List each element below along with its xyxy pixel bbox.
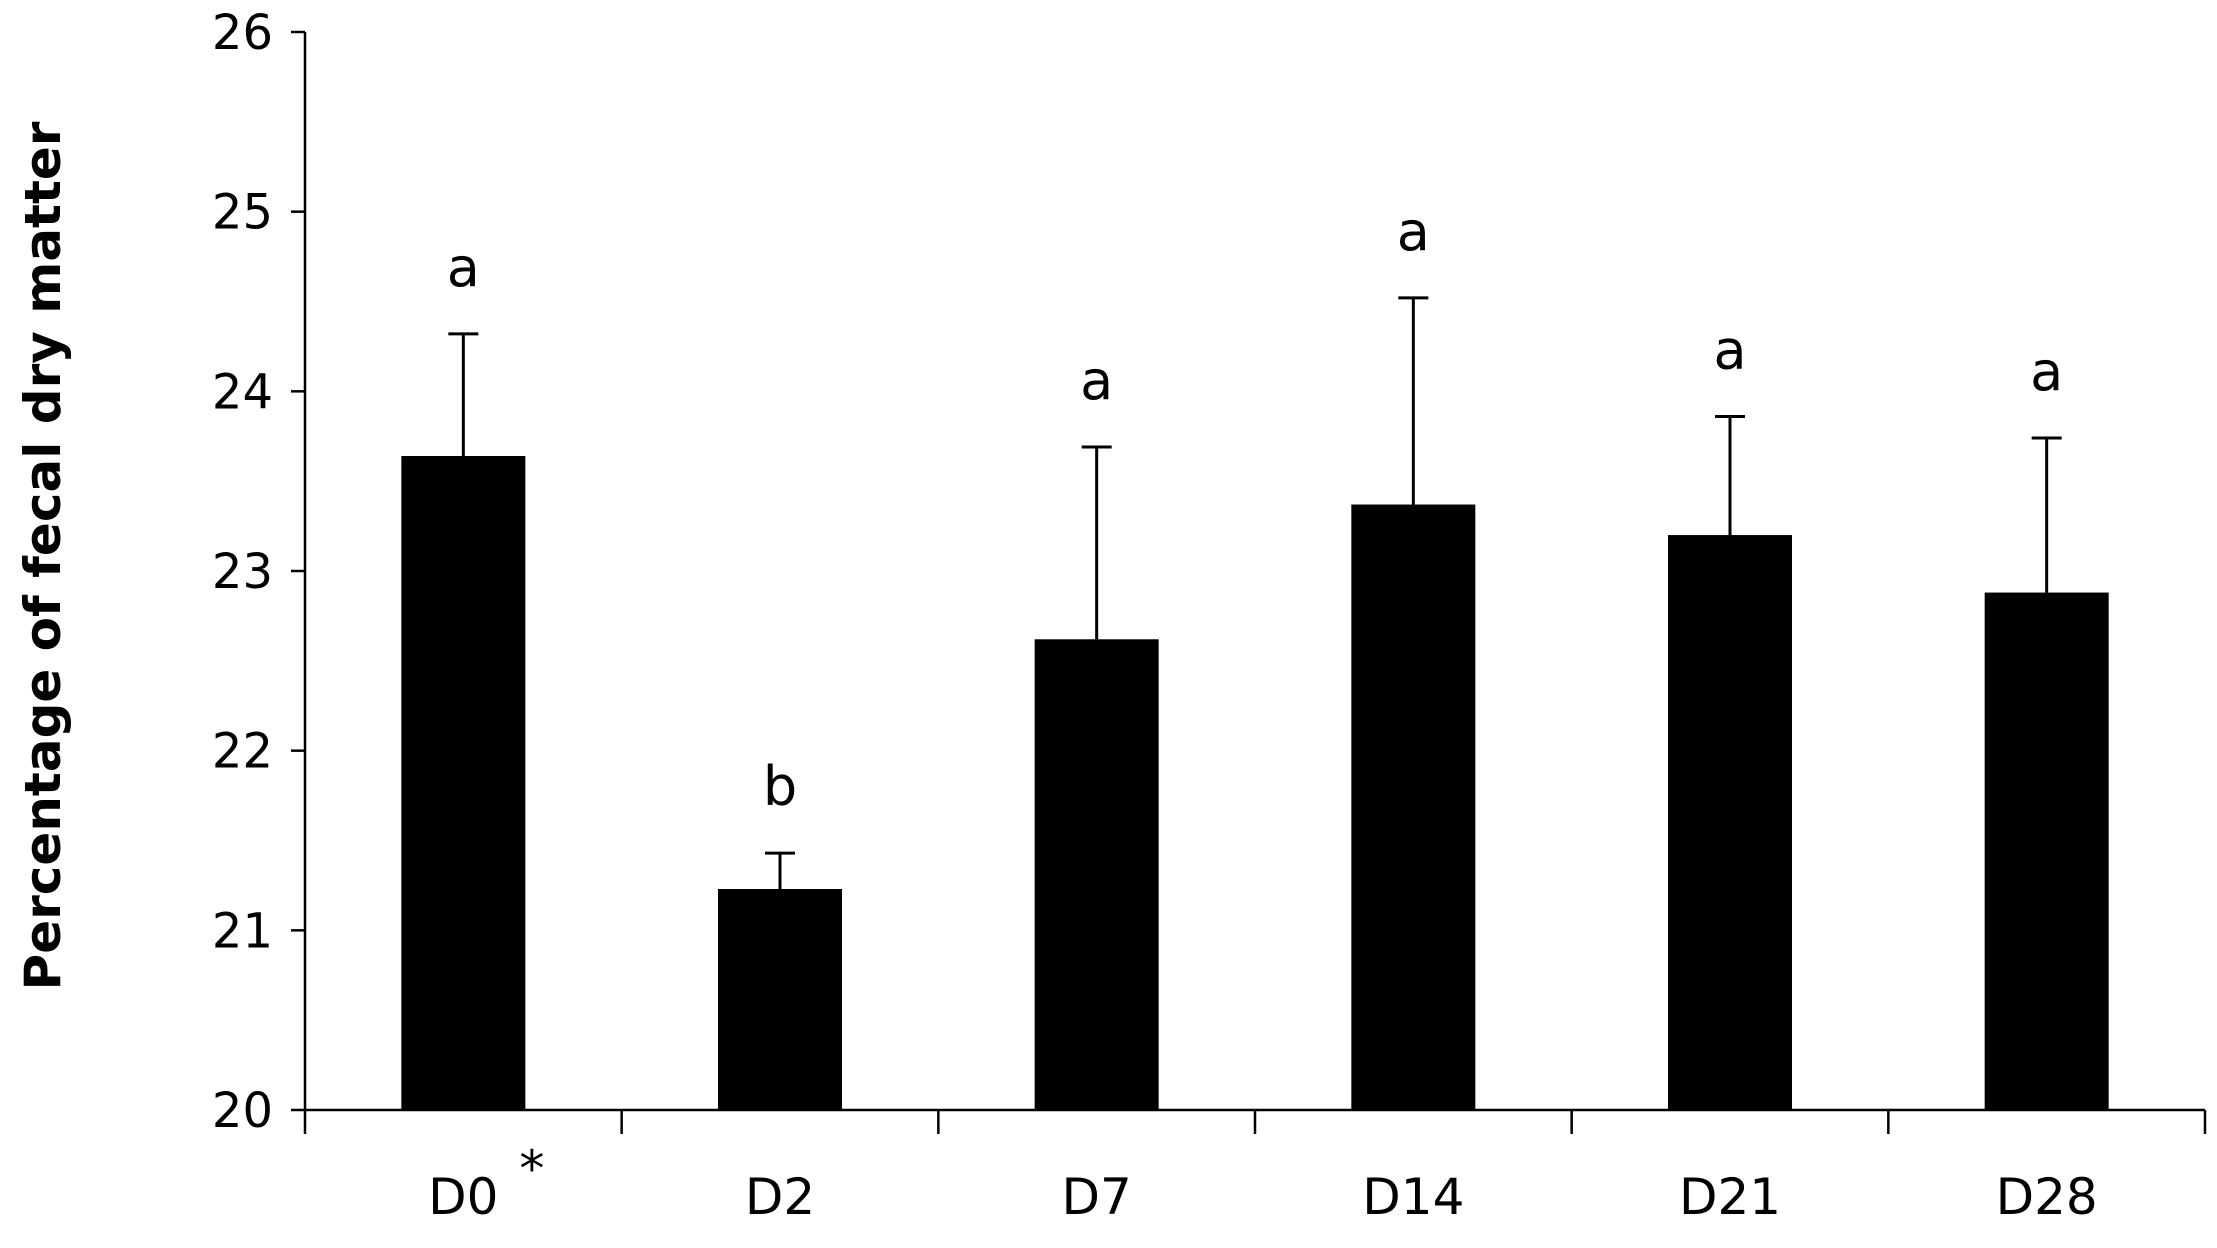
- bar-d21: [1668, 535, 1792, 1110]
- y-tick-label: 20: [212, 1083, 273, 1139]
- x-tick-label-d28: D28: [1996, 1168, 2098, 1226]
- x-tick-label-d7: D7: [1062, 1168, 1132, 1226]
- y-tick-label: 21: [212, 903, 273, 959]
- bar-d7: [1034, 639, 1159, 1110]
- y-tick-label: 22: [212, 724, 273, 780]
- bars: [401, 456, 2109, 1111]
- x-axis: D0 * D2 D7 D14 D21 D28: [303, 1108, 2207, 1226]
- x-tick-label-d2: D2: [745, 1168, 815, 1226]
- y-tick-label: 23: [212, 544, 273, 600]
- error-bars: [448, 296, 2062, 890]
- significance-label-d21: a: [1713, 318, 1746, 381]
- x-tick-label-d21: D21: [1679, 1168, 1781, 1226]
- x-tick-label-d14: D14: [1362, 1168, 1464, 1226]
- significance-label-d7: a: [1080, 349, 1113, 412]
- significance-labels: a b a a a a: [447, 200, 2063, 818]
- y-tick-label: 25: [212, 185, 273, 241]
- bar-d0: [401, 456, 526, 1111]
- y-tick-label: 26: [212, 5, 273, 61]
- significance-label-d14: a: [1397, 200, 1430, 263]
- y-tick-label: 24: [212, 364, 273, 420]
- x-tick-label-d0: D0: [428, 1168, 498, 1226]
- bar-d2: [718, 889, 842, 1110]
- y-axis-title: Percentage of fecal dry matter: [14, 121, 72, 990]
- bar-d28: [1984, 592, 2109, 1110]
- significance-label-d2: b: [763, 755, 797, 818]
- significance-label-d28: a: [2030, 340, 2063, 403]
- bar-d14: [1351, 504, 1476, 1111]
- significance-label-d0: a: [447, 236, 480, 299]
- y-axis: 20 21 22 23 24 25 26: [212, 5, 307, 1139]
- x-tick-mark-d0: *: [519, 1140, 544, 1198]
